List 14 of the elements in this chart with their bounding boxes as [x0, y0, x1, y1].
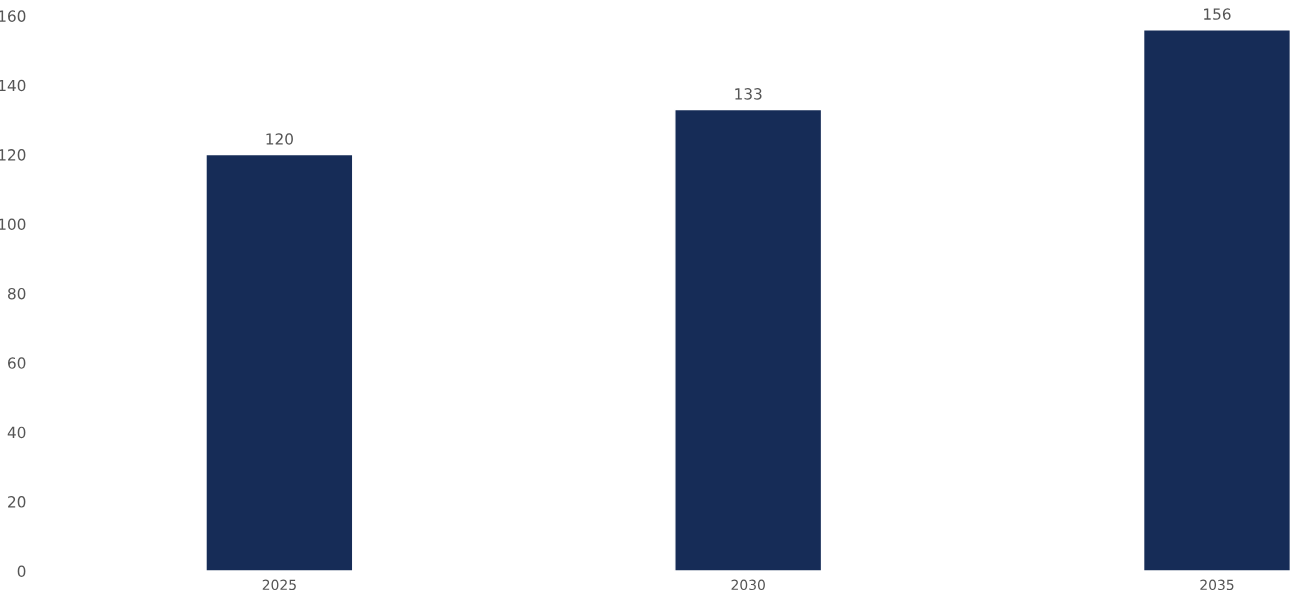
bar: [674, 108, 823, 571]
y-tick-label: 60: [8, 357, 26, 369]
y-tick-label: 40: [7, 426, 26, 439]
bar: [205, 153, 354, 571]
y-tick-label: 20: [8, 496, 26, 508]
data-label: 120: [266, 133, 293, 145]
bar: [1142, 29, 1292, 571]
data-label: 156: [1204, 8, 1231, 20]
x-tick-label: 2035: [1200, 579, 1234, 591]
y-tick-label: 80: [8, 287, 26, 300]
x-tick-label: 2025: [262, 579, 296, 591]
y-tick-label: 0: [17, 565, 26, 577]
x-tick-label: 2030: [731, 579, 765, 591]
data-label: 133: [735, 88, 762, 100]
